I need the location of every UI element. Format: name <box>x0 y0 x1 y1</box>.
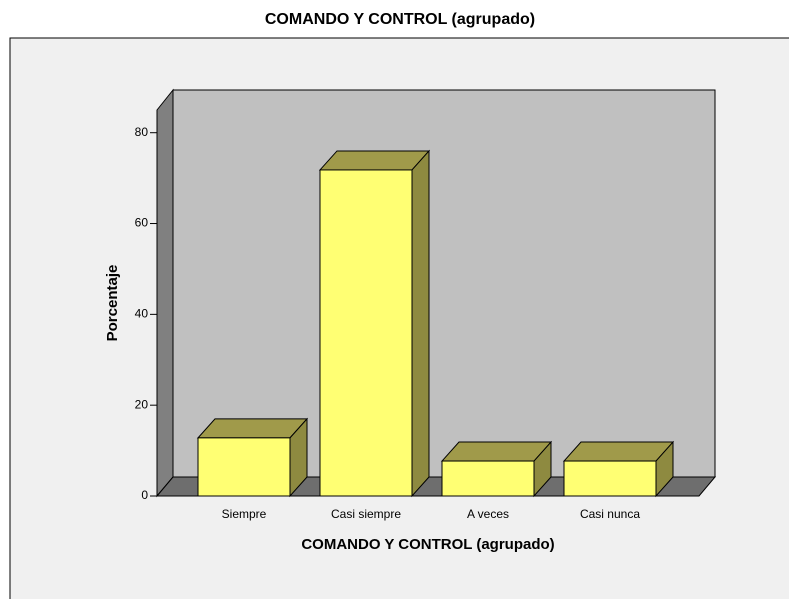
bar-top <box>562 441 675 462</box>
y-tick-label: 0 <box>141 488 148 502</box>
bar-top <box>318 150 431 171</box>
bar-top <box>196 418 309 439</box>
chart-title: COMANDO Y CONTROL (agrupado) <box>265 11 535 28</box>
x-tick-label: Casi siempre <box>331 507 401 521</box>
y-tick-label: 80 <box>135 125 149 139</box>
bar <box>197 437 291 497</box>
bar <box>441 460 535 497</box>
bar-side <box>411 149 430 498</box>
x-axis-title: COMANDO Y CONTROL (agrupado) <box>301 536 554 553</box>
bar <box>319 169 413 497</box>
side-wall <box>156 88 174 498</box>
y-tick-label: 40 <box>135 307 149 321</box>
x-tick-label: Casi nunca <box>580 507 640 521</box>
y-axis-title: Porcentaje <box>104 265 121 342</box>
y-tick-label: 60 <box>135 216 149 230</box>
bar <box>563 460 657 497</box>
x-tick-label: A veces <box>467 507 509 521</box>
bar-top <box>440 441 553 462</box>
x-tick-label: Siempre <box>222 507 267 521</box>
y-tick-label: 20 <box>135 397 149 411</box>
